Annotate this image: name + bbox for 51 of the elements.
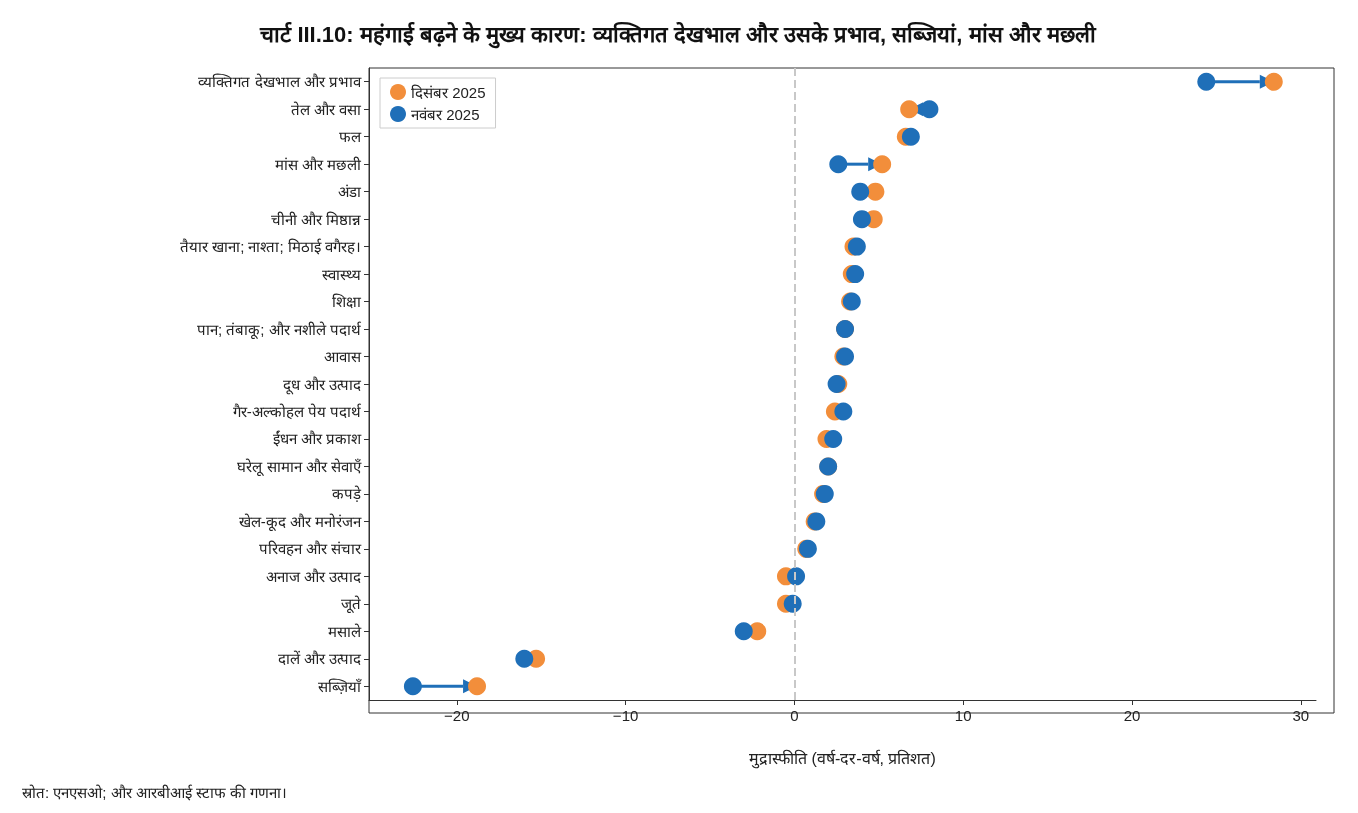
point: [852, 210, 871, 229]
x-tick-label: 10: [954, 707, 972, 724]
y-tick-label: ईंधन और प्रकाश: [272, 430, 362, 448]
chart-title: चार्ट III.10: महंगाई बढ़ने के मुख्य कारण: व्यक्तिगत देखभाल और उसके प्रभाव, सब्जियां, मांस और मछली: [259, 20, 1097, 49]
point: [901, 127, 920, 146]
x-tick-label: 30: [1292, 707, 1310, 724]
point: [403, 677, 422, 696]
point: [900, 100, 919, 119]
y-tick-label: दालें और उत्पाद: [277, 650, 362, 668]
y-tick-label: तैयार खाना; नाश्ता; मिठाई वगैरह।: [179, 238, 361, 256]
text: स्रोत: एनएसओ; और आरबीआई स्टाफ की गणना।: [22, 784, 288, 801]
y-tick-label: स्वास्थ्य: [322, 265, 361, 283]
y-tick-label: मांस और मछली: [274, 155, 362, 173]
point: [866, 182, 885, 201]
y-tick-label: फल: [339, 128, 362, 146]
point: [846, 265, 865, 284]
x-tick-label: 0: [790, 707, 799, 724]
x-tick-label: 20: [1123, 707, 1141, 724]
point: [1264, 72, 1283, 91]
y-tick-label: शिक्षा: [332, 293, 362, 311]
y-tick-label: घरेलू सामान और सेवाएँ: [237, 457, 362, 477]
y-tick-label: मसाले: [328, 622, 362, 640]
y-tick-label: पान; तंबाकू; और नशीले पदार्थ: [196, 320, 362, 340]
y-tick-label: आवास: [324, 348, 362, 366]
y-tick-label: अंडा: [338, 183, 362, 201]
x-axis-title: मुद्रास्फीति (वर्ष-दर-वर्ष, प्रतिशत): [749, 748, 936, 769]
legend-label: दिसंबर 2025: [411, 83, 486, 101]
point: [1197, 72, 1216, 91]
y-tick-label: गैर-अल्कोहल पेय पदार्थ: [232, 402, 362, 420]
point: [834, 402, 853, 421]
y-tick-label: चीनी और मिष्ठान्न: [270, 210, 361, 228]
y-tick-label: परिवहन और संचार: [258, 540, 362, 558]
y-tick-label: जूते: [341, 595, 361, 615]
y-tick-label: अनाज और उत्पाद: [265, 567, 362, 585]
x-tick-label: −20: [444, 707, 470, 724]
point: [824, 429, 843, 448]
point: [873, 155, 892, 174]
y-tick-label: सब्ज़ियाँ: [318, 677, 362, 695]
y-tick-label: तेल और वसा: [290, 100, 362, 118]
point: [787, 567, 806, 586]
point: [851, 182, 870, 201]
point: [829, 155, 848, 174]
x-tick-label: −10: [612, 707, 639, 724]
legend-label: नवंबर 2025: [411, 105, 480, 123]
point: [734, 622, 753, 641]
point: [468, 677, 487, 696]
point: [515, 649, 534, 668]
y-tick-label: खेल-कूद और मनोरंजन: [238, 512, 362, 532]
y-tick-label: व्यक्तिगत देखभाल और प्रभाव: [198, 73, 362, 91]
y-tick-label: दूध और उत्पाद: [282, 375, 362, 395]
y-tick-label: कपड़े: [332, 485, 362, 503]
